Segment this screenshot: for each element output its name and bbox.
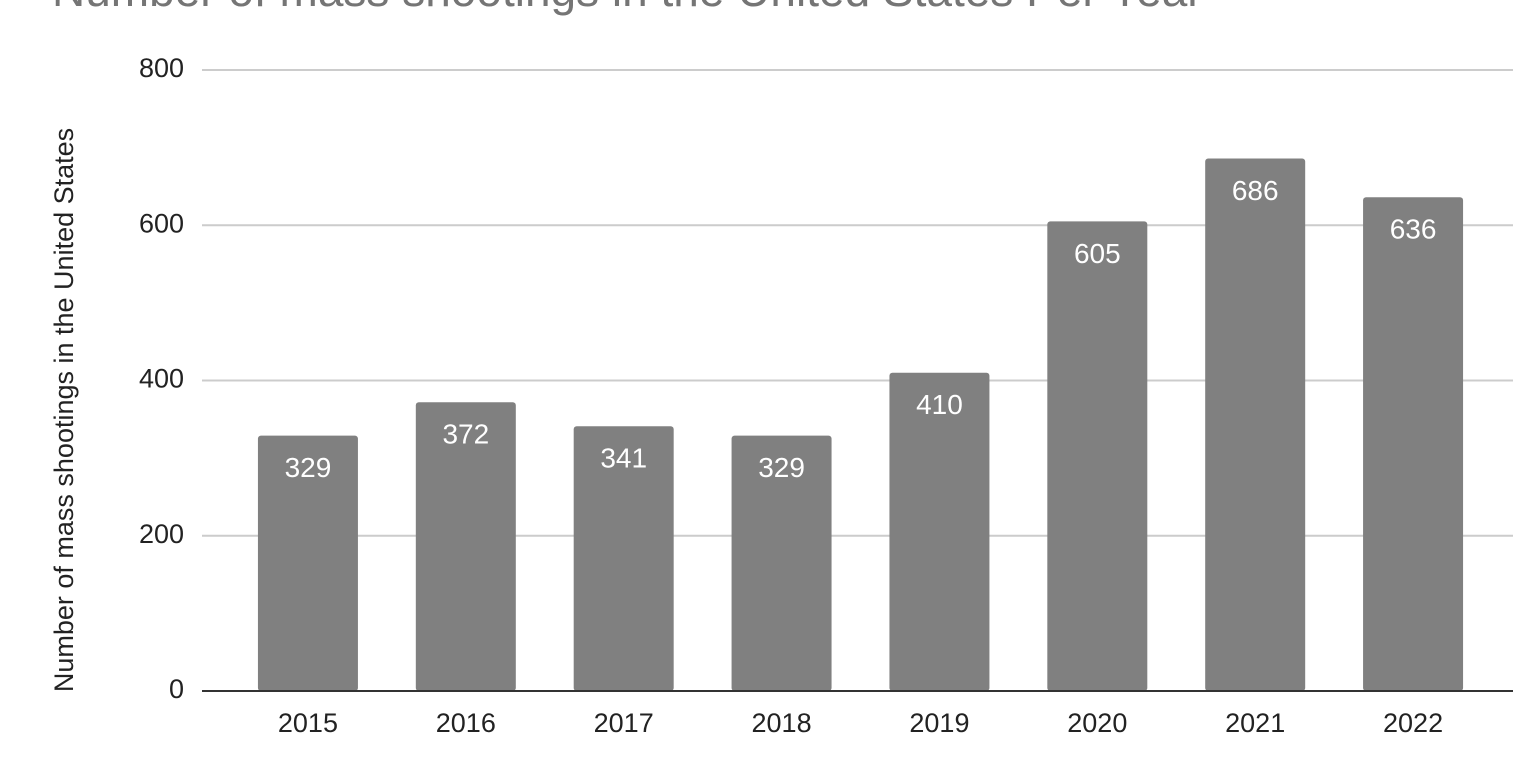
- x-tick-label: 2016: [436, 708, 496, 738]
- data-label: 329: [758, 452, 805, 483]
- data-label: 329: [285, 452, 332, 483]
- bar: [889, 372, 990, 691]
- x-tick-label: 2019: [909, 708, 969, 738]
- bar: [731, 435, 832, 691]
- y-tick-label: 600: [139, 208, 184, 238]
- data-label: 410: [916, 389, 963, 420]
- x-tick-label: 2021: [1225, 708, 1285, 738]
- bar: [257, 435, 358, 691]
- data-label: 636: [1390, 214, 1437, 245]
- data-label: 372: [442, 419, 489, 450]
- x-tick-label: 2022: [1383, 708, 1443, 738]
- data-label: 341: [600, 443, 647, 474]
- x-tick-label: 2020: [1067, 708, 1127, 738]
- bar: [573, 426, 674, 691]
- x-tick-label: 2017: [594, 708, 654, 738]
- y-tick-label: 400: [139, 364, 184, 394]
- chart-title: Number of mass shootings in the United S…: [52, 0, 1203, 16]
- y-tick-label: 200: [139, 519, 184, 549]
- bar: [415, 402, 516, 691]
- bar: [1047, 221, 1148, 691]
- y-axis-label: Number of mass shootings in the United S…: [49, 128, 79, 692]
- x-tick-label: 2018: [752, 708, 812, 738]
- bar: [1205, 158, 1306, 691]
- data-label: 686: [1232, 175, 1279, 206]
- y-tick-label: 800: [139, 53, 184, 83]
- data-label: 605: [1074, 238, 1121, 269]
- x-tick-label: 2015: [278, 708, 338, 738]
- bar: [1363, 197, 1464, 691]
- y-tick-label: 0: [169, 674, 184, 704]
